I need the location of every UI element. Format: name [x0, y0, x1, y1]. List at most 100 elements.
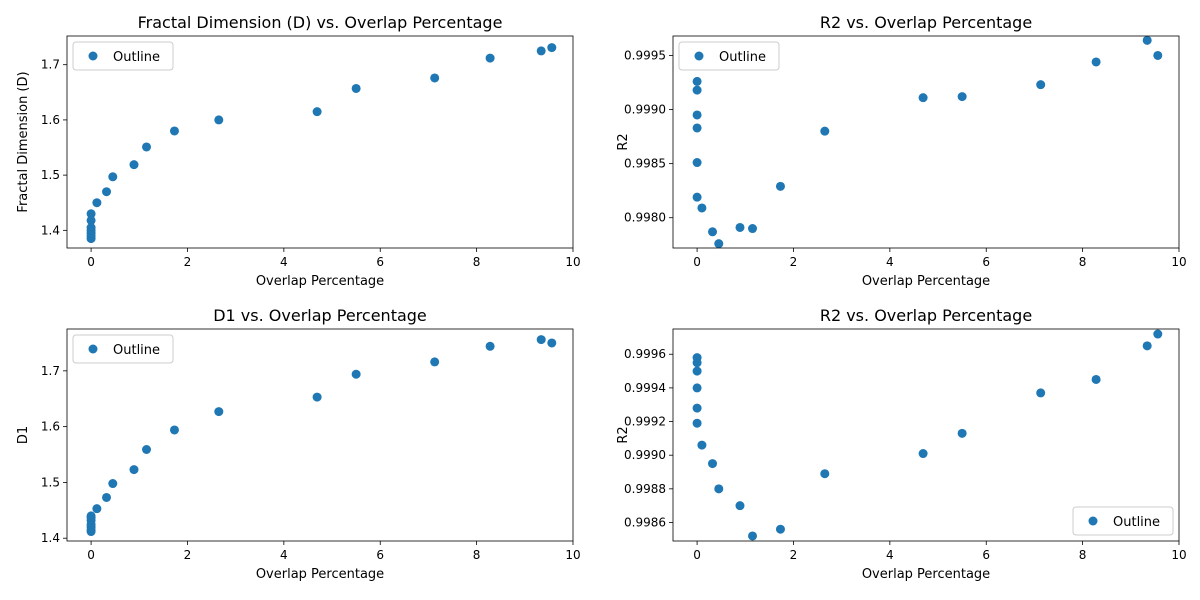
data-point — [708, 227, 718, 237]
data-point — [775, 181, 785, 191]
data-point — [86, 209, 96, 219]
subplot-2: R2 vs. Overlap Percentage 0 2 4 6 8 10 0.9980 0.… — [616, 13, 1187, 289]
data-point — [735, 501, 745, 511]
data-point — [1142, 35, 1152, 45]
data-point — [820, 126, 830, 136]
data-point — [1153, 50, 1163, 60]
y-tick-label: 0.9986 — [624, 515, 666, 529]
data-point — [102, 187, 112, 197]
legend-box — [678, 41, 780, 71]
x-tick-label: 6 — [376, 548, 384, 562]
y-tick-label: 1.6 — [41, 113, 60, 127]
data-point — [775, 524, 785, 534]
data-point — [957, 92, 967, 102]
y-axis-label: R2 — [616, 426, 631, 443]
plot-frame — [672, 328, 1180, 542]
data-point — [708, 459, 718, 469]
data-point — [692, 418, 702, 428]
legend: Outline — [72, 41, 174, 71]
legend-marker — [1088, 516, 1098, 526]
y-tick-label: 0.9996 — [624, 347, 666, 361]
y-tick-label: 0.9985 — [624, 157, 666, 171]
data-point — [169, 126, 179, 136]
x-axis-label: Overlap Percentage — [862, 567, 990, 582]
data-point — [312, 392, 322, 402]
legend-label: Outline — [113, 50, 160, 65]
chart-title: D1 vs. Overlap Percentage — [213, 306, 427, 325]
data-point — [92, 504, 102, 514]
x-tick-label: 2 — [790, 548, 798, 562]
data-point — [692, 358, 702, 368]
y-axis-label: R2 — [616, 133, 631, 150]
data-point — [214, 115, 224, 125]
x-tick-label: 8 — [473, 255, 481, 269]
data-point — [169, 425, 179, 435]
data-point — [86, 215, 96, 225]
y-tick-label: 0.9990 — [624, 448, 666, 462]
x-tick-label: 0 — [87, 255, 95, 269]
x-axis-label: Overlap Percentage — [256, 567, 384, 582]
data-point — [692, 383, 702, 393]
x-tick-label: 6 — [982, 548, 990, 562]
x-tick-label: 4 — [886, 255, 894, 269]
legend-box — [72, 334, 174, 364]
data-point — [129, 465, 139, 475]
data-point — [1036, 80, 1046, 90]
x-tick-label: 4 — [280, 548, 288, 562]
data-point — [692, 192, 702, 202]
legend: Outline — [678, 41, 780, 71]
y-tick-label: 0.9995 — [624, 48, 666, 62]
data-point — [351, 83, 361, 93]
data-point — [692, 123, 702, 133]
plot-frame — [672, 35, 1180, 249]
chart-title: Fractal Dimension (D) vs. Overlap Percen… — [138, 13, 503, 32]
legend-box — [72, 41, 174, 71]
data-point — [692, 158, 702, 168]
legend-marker — [88, 344, 98, 354]
data-point — [1153, 329, 1163, 339]
y-axis-label: Fractal Dimension (D) — [16, 71, 31, 212]
data-point — [214, 407, 224, 417]
data-point — [697, 203, 707, 213]
plot-frame — [66, 328, 574, 542]
data-point — [536, 46, 546, 56]
x-tick-label: 0 — [693, 255, 701, 269]
x-axis-label: Overlap Percentage — [862, 274, 990, 289]
x-tick-label: 6 — [376, 255, 384, 269]
data-point — [692, 85, 702, 95]
data-point — [351, 369, 361, 379]
data-point — [1036, 388, 1046, 398]
x-tick-label: 10 — [565, 548, 580, 562]
data-point — [692, 366, 702, 376]
y-tick-label: 1.4 — [41, 531, 60, 545]
data-point — [918, 93, 928, 103]
legend: Outline — [72, 334, 174, 364]
legend-label: Outline — [113, 343, 160, 358]
x-tick-label: 8 — [1079, 255, 1087, 269]
x-tick-label: 4 — [280, 255, 288, 269]
data-point — [312, 107, 322, 117]
y-tick-label: 1.4 — [41, 223, 60, 237]
data-point — [102, 492, 112, 502]
data-point — [1091, 374, 1101, 384]
data-point — [547, 338, 557, 348]
data-point — [692, 110, 702, 120]
y-tick-label: 0.9990 — [624, 103, 666, 117]
x-tick-label: 10 — [1171, 255, 1186, 269]
data-point — [142, 142, 152, 152]
x-tick-label: 6 — [982, 255, 990, 269]
subplot-3: D1 vs. Overlap Percentage 0 2 4 6 8 10 1.4 1.5 1.… — [16, 306, 581, 582]
data-point — [547, 43, 557, 53]
data-point — [92, 198, 102, 208]
x-tick-label: 2 — [790, 255, 798, 269]
data-point — [1091, 57, 1101, 67]
data-point — [485, 53, 495, 63]
data-point — [735, 222, 745, 232]
legend-marker — [694, 51, 704, 61]
x-tick-label: 8 — [1079, 548, 1087, 562]
y-tick-label: 1.5 — [41, 168, 60, 182]
plot-frame — [66, 35, 574, 249]
legend: Outline — [1072, 506, 1174, 536]
y-tick-label: 1.7 — [41, 58, 60, 72]
